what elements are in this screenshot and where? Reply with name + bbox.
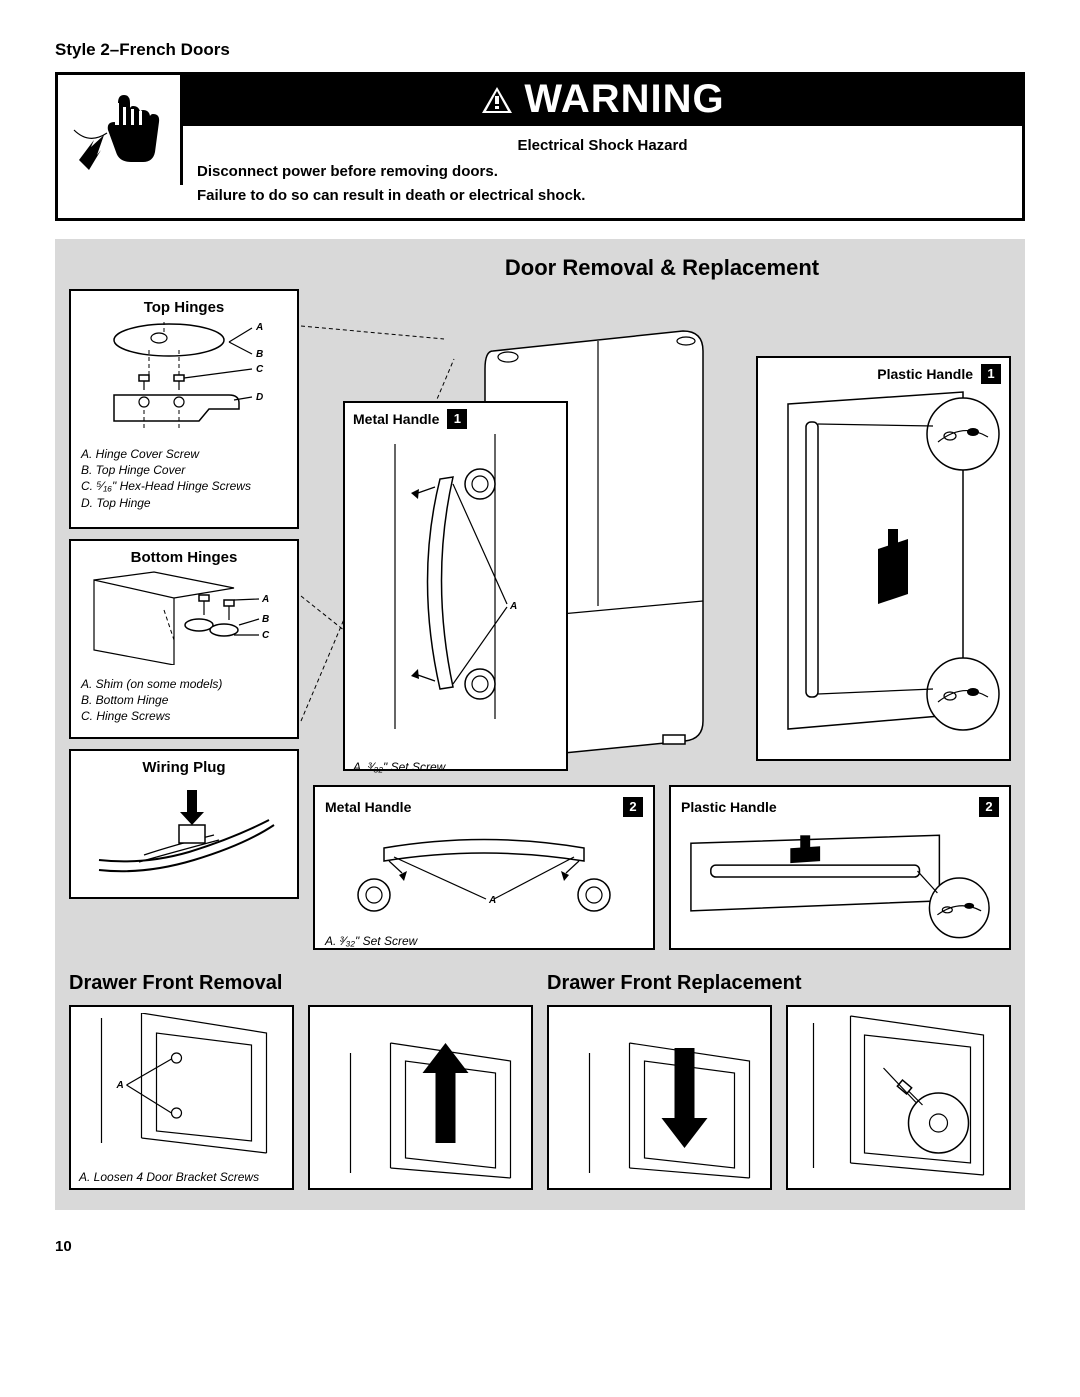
door-section-title: Door Removal & Replacement bbox=[313, 255, 1011, 281]
warning-box: WARNING Electrical Shock Hazard Disconne… bbox=[55, 72, 1025, 221]
svg-text:A: A bbox=[261, 594, 269, 605]
plastic-handle-2-title: Plastic Handle bbox=[681, 799, 777, 815]
svg-text:A: A bbox=[116, 1080, 124, 1091]
svg-text:B: B bbox=[256, 349, 263, 360]
bh-legend-c: C. Hinge Screws bbox=[81, 708, 287, 724]
th-legend-a: A. Hinge Cover Screw bbox=[81, 446, 287, 462]
svg-text:A: A bbox=[255, 322, 263, 333]
th-legend-c: C. ⁵⁄₁₆" Hex-Head Hinge Screws bbox=[81, 478, 287, 494]
drawer-removal-fig-2 bbox=[308, 1005, 533, 1190]
top-hinges-title: Top Hinges bbox=[81, 299, 287, 316]
drawer-replacement-title: Drawer Front Replacement bbox=[547, 972, 1011, 995]
bh-legend-b: B. Bottom Hinge bbox=[81, 692, 287, 708]
hazard-title: Electrical Shock Hazard bbox=[197, 134, 1008, 158]
svg-text:D: D bbox=[256, 392, 263, 403]
warning-text: WARNING bbox=[524, 77, 724, 122]
wiring-plug-box: Wiring Plug bbox=[69, 749, 299, 899]
metal-handle-2-box: Metal Handle 2 bbox=[313, 785, 655, 950]
svg-text:A: A bbox=[509, 601, 517, 612]
th-legend-b: B. Top Hinge Cover bbox=[81, 462, 287, 478]
drawer-removal-caption: A. Loosen 4 Door Bracket Screws bbox=[79, 1170, 284, 1184]
drawer-replacement-fig-1 bbox=[547, 1005, 772, 1190]
shock-hand-icon bbox=[58, 75, 183, 185]
wiring-plug-title: Wiring Plug bbox=[81, 759, 287, 776]
metal-handle-1-caption: A. ³⁄₃₂" Set Screw bbox=[345, 760, 566, 778]
drawer-removal-title: Drawer Front Removal bbox=[69, 972, 533, 995]
warning-line2: Failure to do so can result in death or … bbox=[197, 184, 1008, 208]
metal-handle-1-num: 1 bbox=[447, 409, 467, 429]
drawer-removal-fig-1: A A. Loosen 4 Door Bracket Screws bbox=[69, 1005, 294, 1190]
page-number: 10 bbox=[55, 1238, 1025, 1255]
th-legend-d: D. Top Hinge bbox=[81, 495, 287, 511]
metal-handle-2-title: Metal Handle bbox=[325, 799, 411, 815]
svg-text:A: A bbox=[488, 895, 496, 906]
warning-line1: Disconnect power before removing doors. bbox=[197, 160, 1008, 184]
metal-handle-2-num: 2 bbox=[623, 797, 643, 817]
metal-handle-2-caption: A. ³⁄₃₂" Set Screw bbox=[325, 934, 643, 948]
svg-text:B: B bbox=[262, 614, 269, 625]
warning-triangle-icon bbox=[480, 85, 514, 115]
instruction-panel: Top Hinges bbox=[55, 239, 1025, 1210]
drawer-replacement-fig-2 bbox=[786, 1005, 1011, 1190]
bh-legend-a: A. Shim (on some models) bbox=[81, 676, 287, 692]
style-heading: Style 2–French Doors bbox=[55, 40, 1025, 60]
bottom-hinges-title: Bottom Hinges bbox=[81, 549, 287, 566]
metal-handle-1-title: Metal Handle bbox=[353, 411, 439, 427]
top-hinges-box: Top Hinges bbox=[69, 289, 299, 529]
bottom-hinges-box: Bottom Hinges A B C bbox=[69, 539, 299, 739]
plastic-handle-1-title: Plastic Handle bbox=[877, 366, 973, 382]
svg-text:C: C bbox=[256, 364, 264, 375]
plastic-handle-2-num: 2 bbox=[979, 797, 999, 817]
plastic-handle-2-box: Plastic Handle 2 bbox=[669, 785, 1011, 950]
warning-banner: WARNING bbox=[183, 75, 1022, 126]
svg-text:C: C bbox=[262, 630, 270, 641]
plastic-handle-1-num: 1 bbox=[981, 364, 1001, 384]
